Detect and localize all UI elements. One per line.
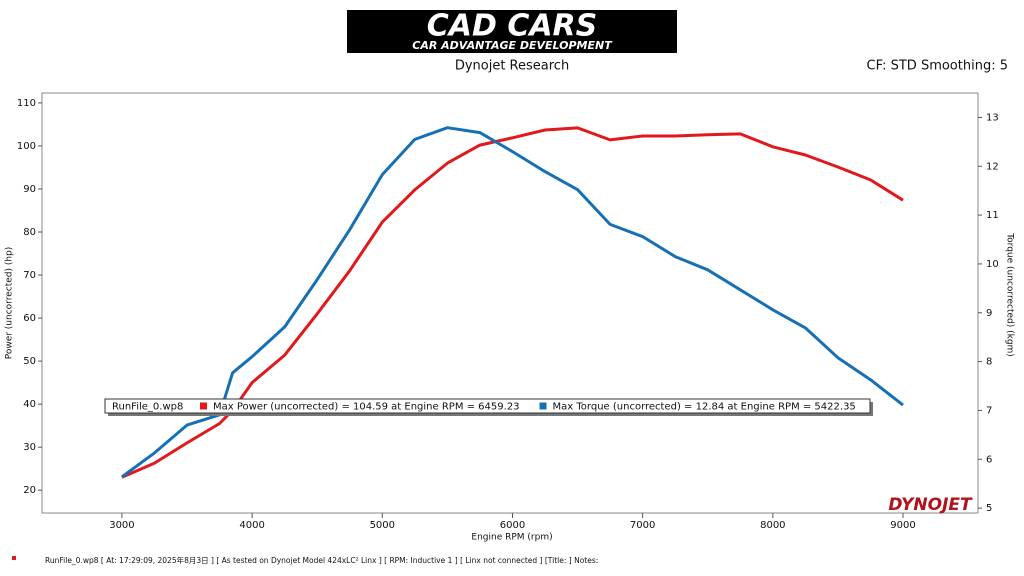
y2-tick-label: 13 xyxy=(986,112,999,123)
x-tick-label: 7000 xyxy=(630,520,655,531)
y-tick-label: 70 xyxy=(23,270,36,281)
y-tick-label: 20 xyxy=(23,485,36,496)
series-line xyxy=(121,126,904,479)
y2-tick-label: 12 xyxy=(986,161,999,172)
y2-axis-label: Torque (uncorrected) (kgm) xyxy=(1005,232,1015,357)
footer-marker xyxy=(12,556,16,560)
y-tick-label: 100 xyxy=(17,141,36,152)
x-tick-label: 9000 xyxy=(890,520,915,531)
x-tick-label: 6000 xyxy=(500,520,525,531)
y2-tick-label: 9 xyxy=(986,308,992,319)
logo: CAD CARS xyxy=(427,9,598,44)
legend-box xyxy=(104,398,871,414)
x-tick-label: 4000 xyxy=(239,520,264,531)
x-tick-label: 8000 xyxy=(760,520,785,531)
chart-subtitle: CF: STD Smoothing: 5 xyxy=(867,59,1008,74)
legend-label: Max Torque (uncorrected) = 12.84 at Engi… xyxy=(553,402,856,413)
x-tick-label: 5000 xyxy=(370,520,395,531)
y2-tick-label: 5 xyxy=(986,503,992,514)
y-tick-label: 60 xyxy=(23,313,36,324)
y2-tick-label: 7 xyxy=(986,405,992,416)
y-tick-label: 110 xyxy=(17,98,36,109)
logo-subtitle: CAR ADVANTAGE DEVELOPMENT xyxy=(412,39,613,52)
y2-tick-label: 10 xyxy=(986,259,999,270)
y-tick-label: 90 xyxy=(23,184,36,195)
plot-area xyxy=(41,92,979,514)
y-tick-label: 50 xyxy=(23,356,36,367)
x-tick-label: 3000 xyxy=(109,520,134,531)
chart-title: Dynojet Research xyxy=(455,59,569,74)
y2-tick-label: 6 xyxy=(986,454,992,465)
y-tick-label: 40 xyxy=(23,399,36,410)
legend-swatch xyxy=(200,402,207,410)
y2-tick-label: 11 xyxy=(986,210,999,221)
watermark: DYNOJET xyxy=(888,495,973,515)
logo-box xyxy=(347,10,677,53)
legend-label: Max Power (uncorrected) = 104.59 at Engi… xyxy=(213,402,520,413)
y2-tick-label: 8 xyxy=(986,357,992,368)
footer-text: RunFile_0.wp8 [ At: 17:29:09, 2025年8月3日 … xyxy=(45,555,598,565)
legend-swatch xyxy=(539,402,547,410)
legend-title: RunFile_0.wp8 xyxy=(112,402,183,413)
y-axis-label: Power (uncorrected) (hp) xyxy=(5,247,15,360)
y-tick-label: 80 xyxy=(23,227,36,238)
x-axis-label: Engine RPM (rpm) xyxy=(471,533,552,543)
y-tick-label: 30 xyxy=(23,442,36,453)
